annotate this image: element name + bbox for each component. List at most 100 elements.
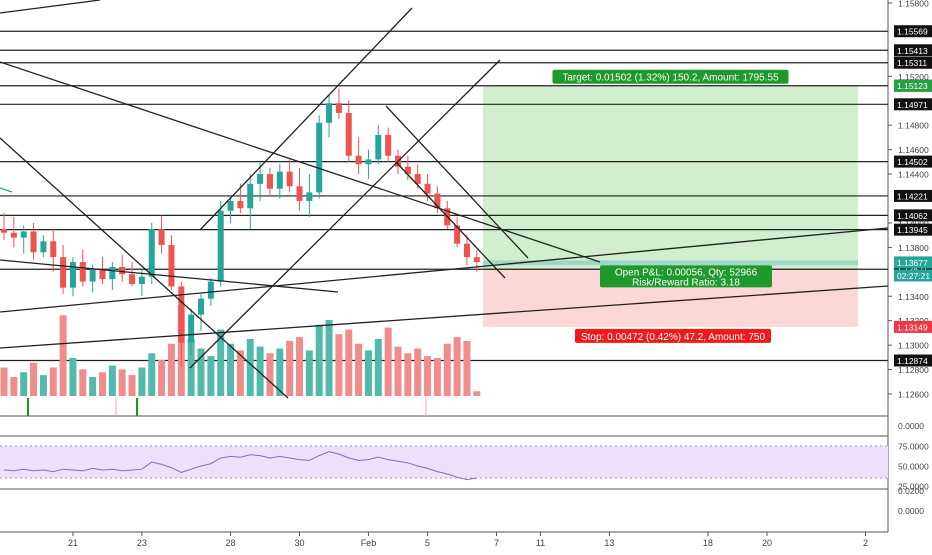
price-tick-label: 1.12800 <box>898 365 929 375</box>
volume-bar <box>49 367 57 396</box>
candle-body <box>89 269 96 282</box>
price-tick-label: 1.14400 <box>898 170 929 180</box>
candle-body <box>20 231 27 238</box>
candle-body <box>335 103 342 113</box>
indicator-stub <box>0 187 13 193</box>
volume-bar <box>325 320 333 396</box>
volume-bar <box>89 377 97 396</box>
ratio-label: Risk/Reward Ratio: 3.18 <box>632 277 740 288</box>
signal-markers <box>27 398 427 416</box>
volume-bar <box>30 362 38 396</box>
candle-body <box>316 122 323 193</box>
target-label: Target: 0.01502 (1.32%) 150.2, Amount: 1… <box>562 73 779 84</box>
level-badge-label: 1.13945 <box>897 225 928 235</box>
level-badge-label: 1.15569 <box>897 27 928 37</box>
candle-body <box>109 266 116 280</box>
price-axis[interactable]: 1.15800 1.15200 1.14800 1.14600 1.14400 1.140… <box>888 0 932 400</box>
volume-bar <box>39 375 47 396</box>
volume-bar <box>364 350 372 396</box>
volume-bar <box>246 339 254 396</box>
time-tick-label: 28 <box>226 538 236 548</box>
trend-line-top-stub[interactable] <box>0 0 101 14</box>
price-badge <box>894 320 932 333</box>
price-badge-label: 1.15123 <box>897 81 928 91</box>
volume-bar <box>374 339 382 396</box>
candle-body <box>99 269 106 280</box>
candle-body <box>414 174 421 184</box>
candle-body <box>217 210 224 282</box>
long-position-tool[interactable] <box>483 85 858 327</box>
candle-body <box>404 166 411 175</box>
level-badge <box>894 223 932 236</box>
rsi-line <box>3 451 477 481</box>
candle-body <box>10 232 17 238</box>
time-tick-label: 2 <box>863 538 868 548</box>
trend-line-support-lower[interactable] <box>0 285 889 349</box>
candle-body <box>138 276 145 285</box>
trend-lines[interactable] <box>0 0 889 399</box>
level-badge-label: 1.14221 <box>897 191 928 201</box>
volume-bar <box>59 315 67 396</box>
volume-bar <box>79 369 87 396</box>
candle-body <box>365 159 372 165</box>
candle-body <box>266 174 273 189</box>
channel-lower[interactable] <box>189 59 501 369</box>
time-tick-label: 20 <box>762 538 772 548</box>
volume-bar <box>384 327 392 396</box>
channel-upper[interactable] <box>199 7 413 231</box>
candle-body <box>276 171 283 189</box>
candle-body <box>30 231 37 253</box>
level-badge <box>894 44 932 57</box>
volume-bar <box>0 367 8 396</box>
candle-body <box>178 286 185 343</box>
candle-body <box>473 257 480 263</box>
price-badge <box>894 269 932 282</box>
volume-bar <box>256 346 264 396</box>
trend-line-desc-mid[interactable] <box>0 259 339 293</box>
level-badge-label: 1.15413 <box>897 46 928 56</box>
time-tick-label: 23 <box>137 538 147 548</box>
volume-bar <box>99 372 106 396</box>
target-zone[interactable] <box>483 85 858 270</box>
trend-line-support-upper[interactable] <box>0 227 889 313</box>
open-pnl-zone <box>483 260 858 266</box>
level-badge-label: 1.14502 <box>897 157 928 167</box>
candle-body <box>454 225 461 244</box>
trend-line-desc-left[interactable] <box>0 137 289 399</box>
lower-tick-label: 0.0000 <box>898 421 924 431</box>
level-badge-label: 1.14971 <box>897 100 928 110</box>
candle-body <box>40 241 47 253</box>
volume-bar <box>463 340 471 396</box>
position-labels: Target: 0.01502 (1.32%) 150.2, Amount: 1… <box>552 69 789 343</box>
time-axis[interactable]: 21 23 28 30 Feb 5 7 11 13 18 20 2 <box>68 532 868 548</box>
volume-bar <box>20 372 28 396</box>
candle-body <box>286 171 293 187</box>
candle-body <box>385 134 392 156</box>
price-tick-label: 1.15800 <box>898 0 929 9</box>
volume-bar <box>167 343 175 396</box>
time-tick-label: Feb <box>361 538 377 548</box>
candle-body <box>129 274 136 285</box>
volume-bar <box>158 359 166 396</box>
down-channel-lower[interactable] <box>395 161 506 279</box>
candle-body <box>227 200 234 211</box>
candle-body <box>50 241 57 258</box>
volume-bar <box>473 391 481 396</box>
price-tick-label: 1.13400 <box>898 292 929 302</box>
candle-body <box>247 183 254 209</box>
down-channel-upper[interactable] <box>385 105 529 259</box>
candle-body <box>237 200 244 209</box>
volume-bar <box>355 343 363 396</box>
time-tick-label: 21 <box>68 538 78 548</box>
price-badge-label: 1.13149 <box>897 322 928 332</box>
candle-body <box>326 103 333 123</box>
candle-body <box>148 229 155 277</box>
level-badge <box>894 189 932 202</box>
volume-bar <box>148 353 156 396</box>
rsi-tick-label: 50.0000 <box>898 462 929 472</box>
volume-bar <box>394 346 402 396</box>
pnl-label-box <box>600 265 772 288</box>
candle-body <box>296 186 303 201</box>
